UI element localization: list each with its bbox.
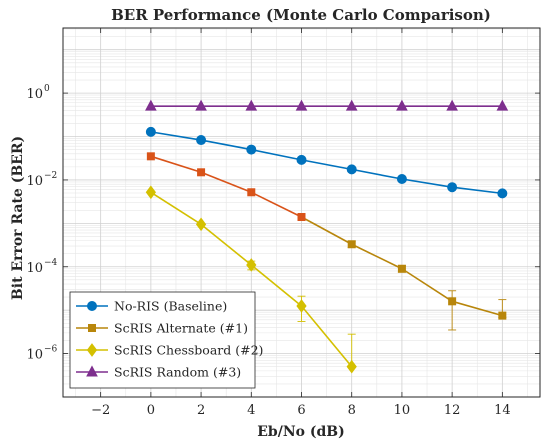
- series-line-segment: [301, 216, 353, 245]
- legend-label: ScRIS Alternate (#1): [114, 321, 248, 336]
- data-point: [195, 217, 207, 232]
- series-line-segment: [401, 268, 453, 302]
- series-line-segment: [250, 264, 303, 307]
- data-point: [496, 99, 509, 111]
- data-point: [497, 188, 508, 199]
- grid: [63, 28, 540, 398]
- series-line-segment: [250, 191, 302, 218]
- data-point: [297, 213, 306, 222]
- data-point: [246, 258, 257, 272]
- y-tick-exponent: 0: [44, 84, 50, 94]
- x-tick-label: 14: [494, 403, 511, 418]
- x-tick-label: 10: [394, 403, 411, 418]
- data-point: [346, 359, 357, 374]
- legend: No-RIS (Baseline) ScRIS Alternate (#1) ScR…: [69, 291, 263, 389]
- data-point: [295, 99, 308, 111]
- data-point: [345, 99, 358, 111]
- data-point: [498, 311, 507, 320]
- y-axis-label: Bit Error Rate (BER): [10, 136, 26, 300]
- data-point: [246, 144, 257, 155]
- y-tick-exponent: −2: [44, 171, 57, 181]
- series-line-segment: [401, 178, 453, 189]
- x-tick-label: 4: [247, 403, 255, 418]
- y-tick-exponent: −4: [44, 258, 58, 268]
- series-line-segment: [452, 186, 503, 195]
- legend-label: ScRIS Chessboard (#2): [114, 343, 263, 358]
- data-point: [195, 99, 207, 111]
- data-point: [448, 297, 457, 306]
- y-tick-exponent: −6: [44, 345, 58, 355]
- legend-marker: [87, 301, 97, 311]
- data-point: [145, 99, 157, 111]
- series-line-segment: [251, 148, 302, 161]
- x-tick-label: 0: [147, 403, 155, 418]
- x-tick-label: 8: [348, 403, 356, 418]
- series-line-segment: [351, 168, 403, 180]
- chart-title: BER Performance (Monte Carlo Comparison): [111, 6, 491, 24]
- series-line-segment: [301, 159, 352, 171]
- y-tick-label: 10: [26, 261, 43, 276]
- series-line-segment: [150, 155, 202, 174]
- series-line-segment: [150, 131, 202, 141]
- y-tick-label: 10: [26, 87, 43, 102]
- x-tick-label: 2: [197, 403, 205, 418]
- data-point: [346, 164, 357, 175]
- data-point: [196, 135, 207, 146]
- series-2: [145, 185, 357, 374]
- series-1: [146, 152, 507, 331]
- series-line-segment: [200, 223, 252, 266]
- legend-label: No-RIS (Baseline): [114, 299, 227, 314]
- y-tick-label: 10: [26, 348, 43, 363]
- data-point: [347, 240, 356, 249]
- data-point: [397, 264, 406, 273]
- series-line-segment: [200, 139, 252, 151]
- data-point: [396, 174, 407, 185]
- series-line-segment: [451, 300, 503, 317]
- data-point: [145, 126, 156, 137]
- data-point: [197, 168, 206, 177]
- data-point: [396, 99, 408, 111]
- series-line-segment: [150, 191, 202, 225]
- series-line-segment: [200, 171, 252, 194]
- data-point: [145, 185, 156, 200]
- series-3: [145, 99, 509, 111]
- x-axis-label: Eb/No (dB): [257, 424, 344, 440]
- series-line-segment: [351, 243, 403, 270]
- data-point: [446, 99, 458, 111]
- data-point: [296, 154, 307, 165]
- legend-marker: [86, 343, 98, 357]
- y-tick-label: 10: [26, 174, 43, 189]
- data-point: [447, 182, 458, 193]
- series-0: [145, 126, 508, 199]
- data-point: [247, 188, 256, 197]
- x-tick-label: −2: [91, 403, 110, 418]
- data-point: [146, 152, 155, 161]
- legend-marker: [88, 324, 96, 332]
- legend-label: ScRIS Random (#3): [114, 365, 241, 380]
- x-tick-label: 6: [297, 403, 305, 418]
- legend-marker: [86, 365, 98, 377]
- x-tick-label: 12: [444, 403, 461, 418]
- series-layer: [145, 99, 509, 374]
- series-line-segment: [300, 305, 353, 368]
- data-point: [245, 99, 258, 111]
- data-point: [296, 299, 307, 313]
